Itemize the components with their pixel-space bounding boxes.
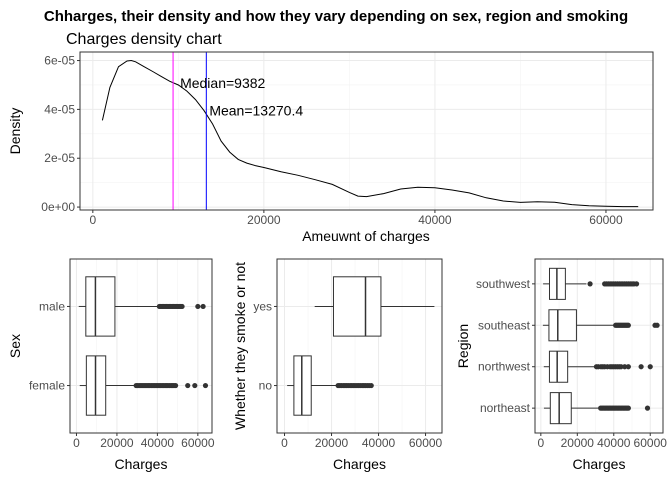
box-northeast bbox=[543, 392, 651, 425]
box-outlier-point bbox=[195, 303, 201, 310]
box-outlier-point bbox=[638, 364, 644, 370]
density-panel: Median=9382 Mean=13270.4 0 20000 40000 6000… bbox=[7, 51, 654, 244]
boxplot-y-tick-label: no bbox=[259, 379, 273, 393]
box-outlier-point bbox=[654, 322, 660, 328]
box-female bbox=[79, 355, 209, 416]
boxplot-x-tick-label: 0 bbox=[281, 436, 288, 450]
boxplot-x-tick-label: 0 bbox=[537, 436, 544, 450]
boxplot-x-tick-label: 40000 bbox=[362, 436, 396, 450]
boxplot-x-axis-title: Charges bbox=[573, 456, 626, 472]
density-plot-frame bbox=[79, 51, 654, 211]
box-outlier-point bbox=[647, 364, 653, 370]
boxplot-frame bbox=[276, 258, 443, 434]
box-outlier-point bbox=[368, 382, 374, 389]
box-outlier-point bbox=[622, 364, 628, 370]
density-y-tick-label: 2e-05 bbox=[44, 151, 75, 165]
density-y-tick-label: 0e+00 bbox=[41, 200, 75, 214]
box-outlier-point bbox=[618, 364, 624, 370]
boxplot-x-tick-label: 20000 bbox=[561, 436, 595, 450]
density-x-axis: 0 20000 40000 60000 bbox=[89, 210, 623, 227]
box-outlier-point bbox=[587, 281, 593, 287]
boxplot-x-tick-label: 20000 bbox=[100, 436, 134, 450]
box-outlier-point bbox=[172, 382, 179, 389]
density-x-tick-label: 60000 bbox=[589, 213, 623, 227]
box-southwest bbox=[543, 267, 640, 300]
boxplot-x-tick-label: 60000 bbox=[634, 436, 668, 450]
boxplot-y-tick-label: northwest bbox=[478, 360, 531, 374]
box-outlier-point bbox=[633, 281, 640, 287]
boxplot-y-tick-label: southeast bbox=[478, 318, 531, 332]
box-iqr bbox=[548, 350, 569, 383]
density-curve bbox=[101, 59, 639, 208]
boxplot-frame bbox=[69, 258, 213, 434]
box-outlier-point bbox=[185, 382, 191, 389]
density-x-tick-label: 0 bbox=[89, 213, 96, 227]
box-outlier-point bbox=[202, 382, 209, 389]
boxplot-x-tick-label: 0 bbox=[73, 436, 80, 450]
boxplot-y-tick-label: male bbox=[39, 299, 65, 313]
density-x-axis-title: Ameuwnt of charges bbox=[302, 228, 430, 244]
box-yes bbox=[314, 276, 435, 337]
box-outlier-point bbox=[192, 382, 198, 389]
boxplot-x-tick-label: 40000 bbox=[597, 436, 631, 450]
density-x-tick-label: 40000 bbox=[418, 213, 452, 227]
density-y-axis-title: Density bbox=[7, 108, 23, 155]
mean-label: Mean=13270.4 bbox=[209, 102, 303, 118]
boxplot-frame bbox=[534, 258, 664, 434]
boxplot-panel-region: 0 20000 40000 60000 northeast northwest southe… bbox=[455, 258, 668, 472]
box-outlier-point bbox=[179, 303, 185, 310]
box-outlier-point bbox=[625, 405, 631, 411]
median-label: Median=9382 bbox=[180, 75, 265, 91]
boxplot-panel-smoker: 0 20000 40000 60000 no yes Charges Whether they… bbox=[232, 258, 443, 472]
box-iqr bbox=[549, 392, 572, 425]
box-outlier-point bbox=[625, 322, 631, 328]
boxplot-y-tick-label: female bbox=[29, 379, 65, 393]
boxplot-x-axis-title: Charges bbox=[333, 456, 386, 472]
boxplot-x-axis-title: Charges bbox=[115, 456, 168, 472]
density-y-tick-label: 4e-05 bbox=[44, 102, 75, 116]
boxplot-panel-sex: 0 20000 40000 60000 female male Charges Sex bbox=[7, 258, 215, 472]
box-iqr bbox=[85, 276, 116, 337]
boxplot-y-axis-title: Whether they smoke or not bbox=[232, 262, 248, 430]
boxplot-y-axis-title: Region bbox=[455, 324, 471, 368]
boxplot-x-tick-label: 60000 bbox=[409, 436, 443, 450]
density-y-tick-label: 6e-05 bbox=[44, 54, 75, 68]
density-gridlines bbox=[80, 52, 653, 210]
box-outlier-point bbox=[200, 303, 206, 310]
boxplot-x-tick-label: 40000 bbox=[141, 436, 175, 450]
boxplot-y-tick-label: northeast bbox=[480, 401, 531, 415]
boxplot-y-axis-title: Sex bbox=[7, 334, 23, 358]
figure-title: Chharges, their density and how they var… bbox=[44, 8, 628, 25]
boxplot-y-tick-label: southwest bbox=[476, 277, 531, 291]
boxplot-y-tick-label: yes bbox=[253, 299, 272, 313]
box-outlier-point bbox=[644, 405, 651, 411]
boxplot-x-tick-label: 20000 bbox=[315, 436, 349, 450]
box-iqr bbox=[548, 309, 577, 342]
box-iqr bbox=[332, 276, 382, 337]
box-iqr bbox=[293, 355, 312, 416]
density-chart-title: Charges density chart bbox=[66, 31, 222, 48]
box-no bbox=[287, 355, 374, 416]
boxplot-x-tick-label: 60000 bbox=[181, 436, 215, 450]
density-x-tick-label: 20000 bbox=[247, 213, 281, 227]
box-male bbox=[78, 276, 206, 337]
density-y-axis: 0e+00 2e-05 4e-05 6e-05 bbox=[41, 54, 80, 214]
box-outlier-point bbox=[625, 364, 631, 370]
box-northwest bbox=[543, 350, 653, 383]
box-southeast bbox=[542, 309, 660, 342]
